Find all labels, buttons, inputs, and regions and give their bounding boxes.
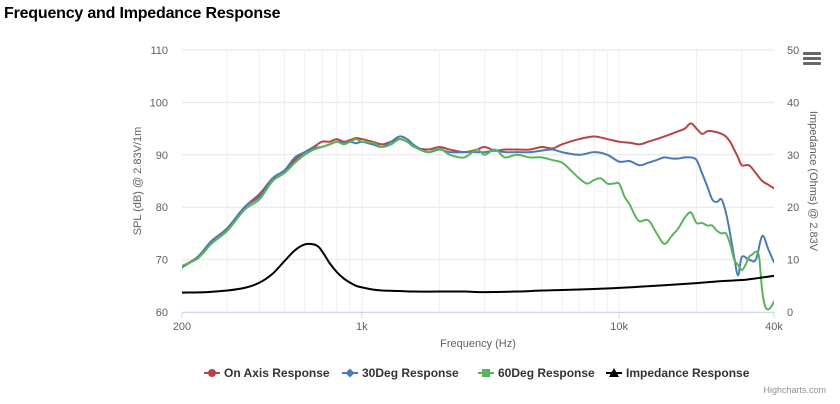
y-right-tick-label: 40 <box>787 97 799 109</box>
y-left-tick-label: 90 <box>156 150 168 162</box>
y-right-tick-label: 20 <box>787 202 799 214</box>
x-axis-title: Frequency (Hz) <box>440 338 516 350</box>
series-30deg-line <box>182 135 774 277</box>
legend-symbol <box>204 367 220 379</box>
series-impedance-line <box>182 242 774 294</box>
legend-label: 60Deg Response <box>498 366 595 380</box>
legend-symbol <box>606 367 622 379</box>
y-left-tick-label: 100 <box>150 97 168 109</box>
credits-link[interactable]: Highcharts.com <box>763 385 826 395</box>
legend-item-60deg[interactable]: 60Deg Response <box>478 365 595 381</box>
x-tick-label: 1k <box>356 321 368 333</box>
y-left-tick-label: 80 <box>156 202 168 214</box>
y-right-axis-title: Impedance (Ohms) @ 2.83V <box>807 111 819 252</box>
x-tick-label: 40k <box>765 321 783 333</box>
legend-item-30deg[interactable]: 30Deg Response <box>342 365 459 381</box>
menu-icon <box>803 52 821 65</box>
y-left-axis-title: SPL (dB) @ 2.83V/1m <box>132 127 144 236</box>
y-left-tick-label: 110 <box>150 45 168 57</box>
y-right-tick-label: 10 <box>787 255 799 267</box>
legend-label: 30Deg Response <box>362 366 459 380</box>
series-on-axis-line <box>182 122 774 268</box>
legend-symbol <box>478 367 494 379</box>
page-title: Frequency and Impedance Response <box>4 5 281 22</box>
grid-lines <box>182 49 774 313</box>
chart-legend: On Axis Response 30Deg Response 60Deg Resp… <box>0 365 840 381</box>
legend-label: Impedance Response <box>626 366 750 380</box>
y-right-tick-label: 30 <box>787 150 799 162</box>
legend-item-impedance[interactable]: Impedance Response <box>606 365 749 381</box>
legend-item-on-axis[interactable]: On Axis Response <box>204 365 330 381</box>
y-right-tick-label: 50 <box>787 45 799 57</box>
x-tick-label: 10k <box>610 321 628 333</box>
legend-symbol <box>342 367 358 379</box>
x-tick-label: 200 <box>173 321 191 333</box>
y-right-tick-label: 0 <box>787 307 793 319</box>
legend-label: On Axis Response <box>224 366 330 380</box>
y-left-tick-label: 70 <box>156 255 168 267</box>
series-60deg-line <box>182 138 774 311</box>
y-left-tick-label: 60 <box>156 307 168 319</box>
chart-menu-button[interactable] <box>803 52 821 68</box>
